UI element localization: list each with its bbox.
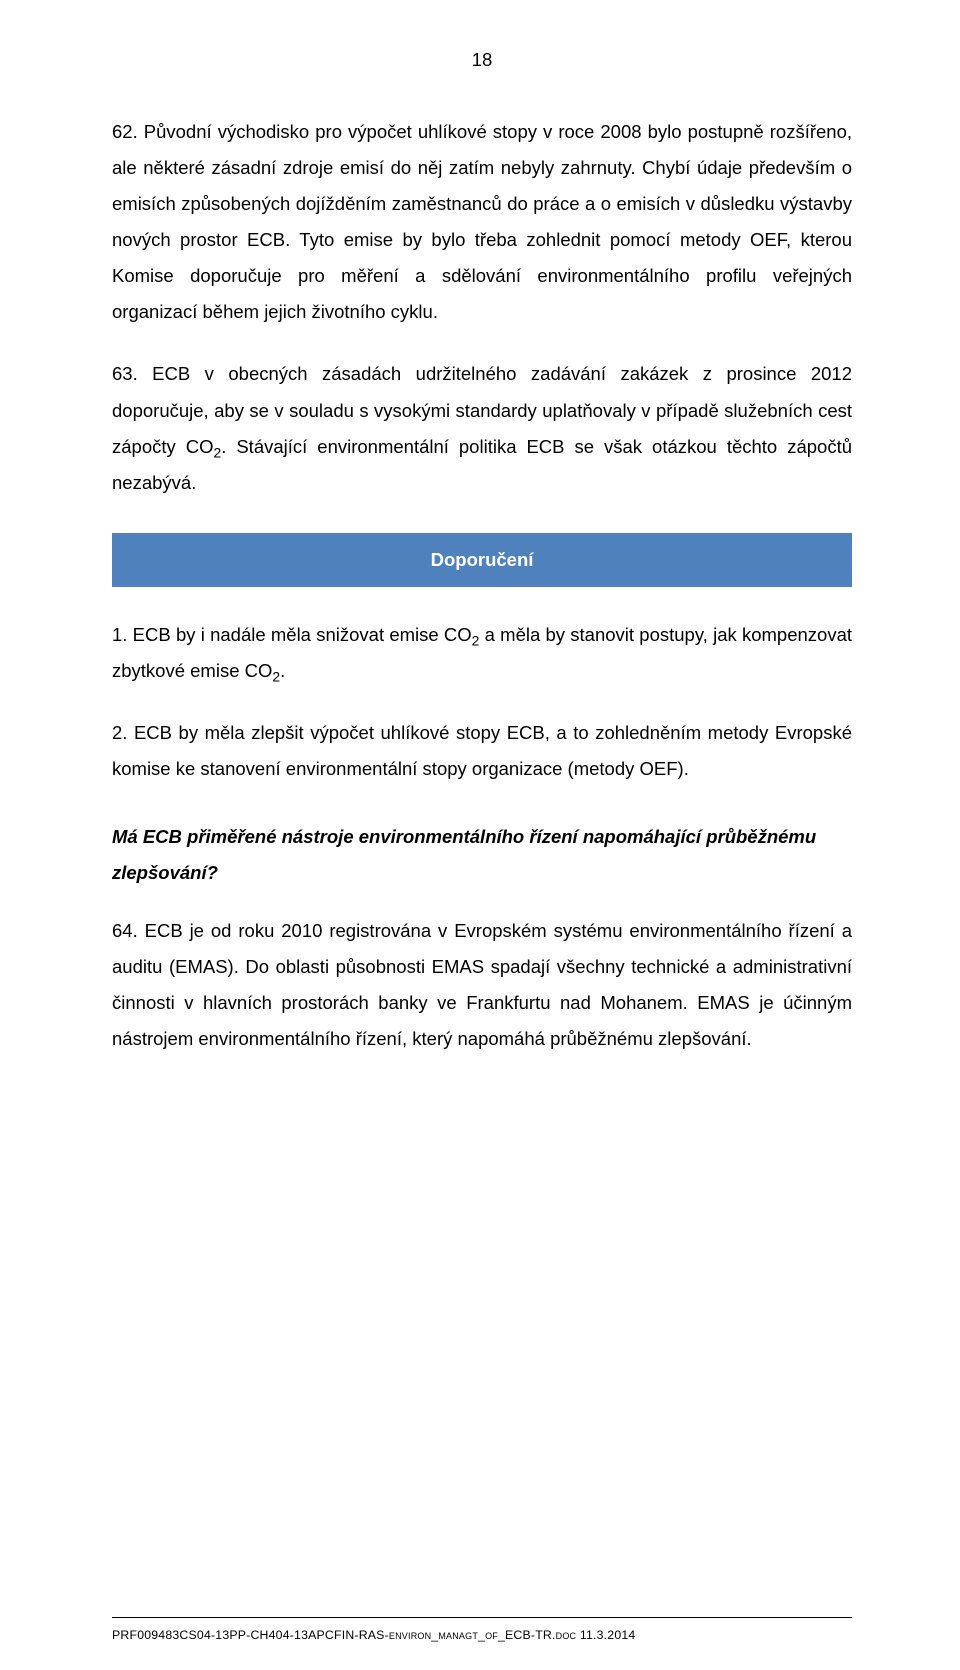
- paragraph-63-text-b: . Stávající environmentální politika ECB…: [112, 436, 852, 493]
- footer-doc-code-a: PRF009483CS04-13PP-CH404-13APCFIN-RAS-: [112, 1628, 389, 1642]
- recommendation-header: Doporučení: [113, 534, 851, 586]
- footer-divider: [112, 1617, 852, 1618]
- footer-date: 11.3.2014: [576, 1628, 635, 1642]
- recommendation-1-a: 1. ECB by i nadále měla snižovat emise C…: [112, 624, 472, 645]
- footer-text: PRF009483CS04-13PP-CH404-13APCFIN-RAS-en…: [112, 1624, 852, 1648]
- recommendation-2: 2. ECB by měla zlepšit výpočet uhlíkové …: [112, 715, 852, 787]
- recommendation-1: 1. ECB by i nadále měla snižovat emise C…: [112, 617, 852, 689]
- footer-doc-code-b: _ECB-TR.: [498, 1628, 556, 1642]
- document-page: 18 62. Původní východisko pro výpočet uh…: [0, 0, 960, 1670]
- recommendation-box: Doporučení: [112, 533, 852, 587]
- page-footer: PRF009483CS04-13PP-CH404-13APCFIN-RAS-en…: [112, 1617, 852, 1648]
- section-subheading: Má ECB přiměřené nástroje environmentáln…: [112, 819, 852, 891]
- recommendation-1-c: .: [280, 660, 285, 681]
- paragraph-63: 63. ECB v obecných zásadách udržitelného…: [112, 356, 852, 500]
- footer-doc-code-sc: environ_managt_of: [389, 1628, 498, 1642]
- paragraph-64: 64. ECB je od roku 2010 registrována v E…: [112, 913, 852, 1057]
- paragraph-62: 62. Původní východisko pro výpočet uhlík…: [112, 114, 852, 330]
- page-number: 18: [112, 42, 852, 78]
- subscript-2: 2: [272, 669, 280, 685]
- footer-doc-code-sc2: doc: [556, 1628, 577, 1642]
